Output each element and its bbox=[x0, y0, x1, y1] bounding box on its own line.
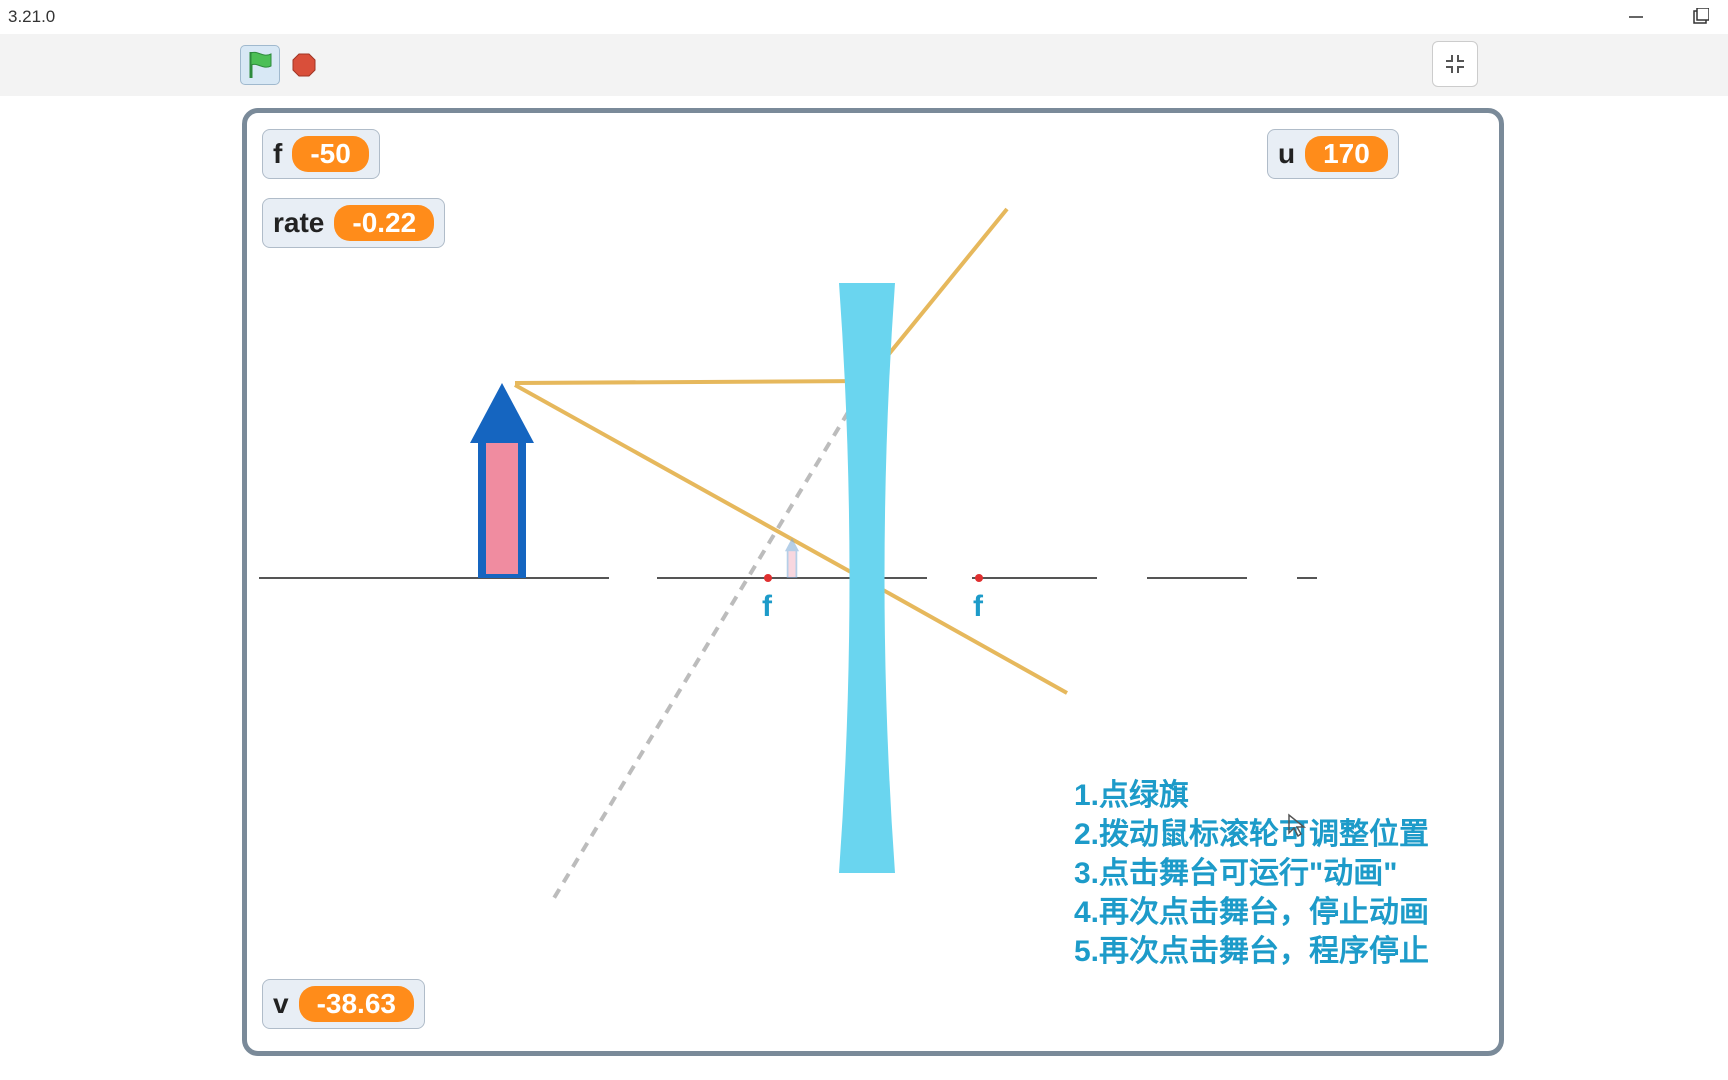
instruction-line: 2.拨动鼠标滚轮可调整位置 bbox=[1074, 815, 1429, 854]
variable-value: -0.22 bbox=[334, 205, 434, 241]
fullscreen-button[interactable] bbox=[1432, 41, 1478, 87]
variable-monitor-rate[interactable]: rate -0.22 bbox=[262, 198, 445, 248]
instruction-line: 4.再次点击舞台，停止动画 bbox=[1074, 893, 1429, 932]
instruction-line: 1.点绿旗 bbox=[1074, 776, 1429, 815]
maximize-button[interactable] bbox=[1686, 3, 1714, 31]
instruction-line: 3.点击舞台可运行"动画" bbox=[1074, 854, 1429, 893]
minimize-button[interactable] bbox=[1622, 3, 1650, 31]
toolbar bbox=[0, 34, 1728, 96]
variable-monitor-f[interactable]: f -50 bbox=[262, 129, 380, 179]
titlebar: 3.21.0 bbox=[0, 0, 1728, 34]
green-flag-icon bbox=[247, 50, 273, 80]
svg-text:f: f bbox=[762, 590, 773, 623]
variable-value: 170 bbox=[1305, 136, 1388, 172]
stop-icon bbox=[291, 52, 317, 78]
variable-value: -50 bbox=[292, 136, 368, 172]
variable-monitor-v[interactable]: v -38.63 bbox=[262, 979, 425, 1029]
instructions-text: 1.点绿旗 2.拨动鼠标滚轮可调整位置 3.点击舞台可运行"动画" 4.再次点击… bbox=[1074, 776, 1429, 971]
stop-button[interactable] bbox=[290, 51, 318, 79]
stage[interactable]: f f f -50 rate -0.22 u 170 v -38.63 1.点绿… bbox=[242, 108, 1504, 1056]
variable-label: v bbox=[273, 988, 289, 1020]
variable-label: f bbox=[273, 138, 282, 170]
variable-label: rate bbox=[273, 207, 324, 239]
green-flag-button[interactable] bbox=[240, 45, 280, 85]
svg-text:f: f bbox=[973, 590, 984, 623]
instruction-line: 5.再次点击舞台，程序停止 bbox=[1074, 932, 1429, 971]
window-title: 3.21.0 bbox=[8, 7, 55, 27]
collapse-icon bbox=[1443, 52, 1467, 76]
variable-label: u bbox=[1278, 138, 1295, 170]
window-controls bbox=[1622, 0, 1728, 34]
variable-value: -38.63 bbox=[299, 986, 414, 1022]
variable-monitor-u[interactable]: u 170 bbox=[1267, 129, 1399, 179]
